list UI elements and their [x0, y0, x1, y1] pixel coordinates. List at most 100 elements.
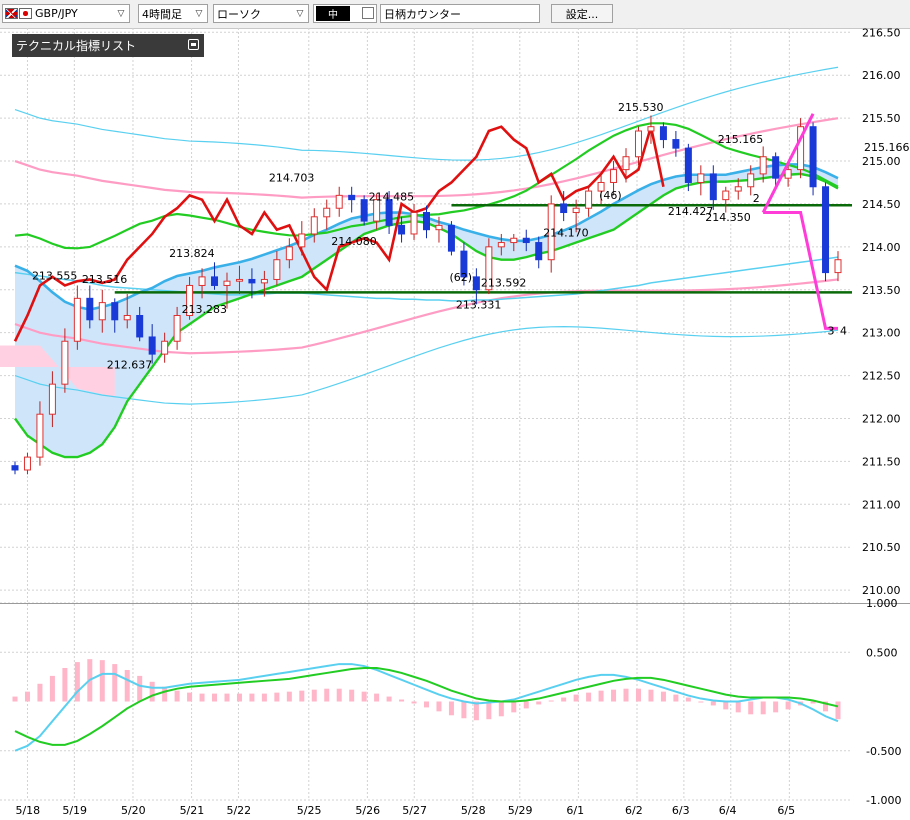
currency-pair-label: GBP/JPY [35, 7, 78, 20]
date-tick-label: 6/4 [719, 804, 737, 817]
bear-candle [822, 186, 830, 274]
bollinger-lower-outer [14, 326, 839, 405]
date-tick-label: 5/18 [15, 804, 40, 817]
bull-candle [323, 207, 331, 218]
macd-histogram-bar [162, 686, 168, 702]
price-tick-label: 212.50 [862, 370, 901, 383]
macd-histogram-bar [561, 697, 567, 702]
macd-histogram-bar [361, 691, 367, 702]
macd-histogram-bar [773, 701, 779, 713]
macd-histogram-bar [760, 701, 766, 715]
price-label: 214.485 [369, 191, 415, 204]
count-label: 4 [840, 324, 847, 337]
price-tick-label: 213.50 [862, 284, 901, 297]
price-tick-label: 210.00 [862, 584, 901, 597]
oscillator-tick-label: -1.000 [866, 794, 901, 807]
technical-indicator-title: テクニカル指標リスト [16, 39, 137, 53]
uk-flag-icon [5, 8, 18, 19]
macd-histogram-bar [586, 692, 592, 702]
bull-candle [834, 259, 842, 274]
ichimoku-cloud-red [0, 345, 115, 398]
day-counter-field[interactable]: 日柄カウンター [380, 4, 540, 23]
macd-histogram-bar [12, 696, 18, 702]
macd-histogram-bar [24, 691, 30, 702]
japan-flag-icon [19, 8, 32, 19]
bear-candle [560, 203, 568, 214]
bull-candle [797, 126, 805, 171]
macd-histogram-bar [448, 701, 454, 716]
price-tick-label: 211.00 [862, 498, 901, 511]
counter-checkbox[interactable] [362, 7, 374, 19]
bull-candle [48, 383, 56, 415]
signal-line [14, 667, 839, 746]
oscillator-pane [12, 659, 841, 752]
price-tick-label: 216.50 [862, 28, 901, 39]
macd-histogram-bar [112, 664, 118, 702]
bull-candle [36, 413, 44, 458]
price-label: 214.170 [543, 227, 589, 240]
macd-histogram-bar [386, 696, 392, 702]
bull-candle [23, 456, 31, 471]
count-label: 3 [828, 324, 835, 337]
oscillator-tick-label: 1.000 [866, 597, 898, 610]
bull-candle [98, 302, 106, 321]
count-label: (62) [449, 271, 472, 284]
macd-histogram-bar [74, 662, 80, 702]
lagging-span-line [13, 125, 665, 342]
chevron-down-icon[interactable]: ▽ [296, 8, 304, 19]
bull-candle [223, 280, 231, 286]
bear-candle [136, 315, 144, 338]
period-select[interactable]: 4時間足 ▽ [138, 4, 208, 23]
color-label: 中 [328, 10, 338, 21]
bear-candle [111, 302, 119, 321]
chevron-down-icon[interactable]: ▽ [117, 8, 125, 19]
price-axis: 210.00 210.50 211.00 211.50 212.00 212.50 213.… [862, 28, 910, 807]
bull-candle [497, 242, 505, 248]
macd-histogram-bar [49, 675, 55, 702]
macd-histogram-bar [299, 690, 305, 702]
macd-histogram-bar [374, 693, 380, 702]
settings-button[interactable]: 設定... [551, 4, 613, 23]
price-label: 213.331 [456, 299, 502, 312]
macd-histogram-bar [311, 689, 317, 702]
macd-histogram-bar [212, 693, 218, 702]
macd-histogram-bar [336, 688, 342, 702]
macd-histogram-bar [286, 691, 292, 702]
currency-pair-select[interactable]: GBP/JPY ▽ [2, 4, 130, 23]
date-tick-label: 5/26 [355, 804, 380, 817]
wave-annotation-down [763, 211, 838, 330]
macd-histogram-bar [137, 675, 143, 702]
technical-indicator-panel[interactable]: テクニカル指標リスト [12, 34, 204, 57]
date-tick-label: 5/25 [297, 804, 322, 817]
macd-histogram-bar [511, 701, 517, 713]
date-tick-label: 6/3 [672, 804, 690, 817]
chart-area[interactable]: 213.555 213.516 212.637 213.824 213.283 214.7… [0, 28, 910, 820]
macd-histogram-bar [611, 689, 617, 702]
minimize-icon[interactable] [188, 39, 199, 50]
macd-histogram-bar [648, 689, 654, 702]
macd-histogram-bar [835, 701, 841, 720]
bear-candle [148, 336, 156, 355]
price-tick-label: 215.00 [862, 155, 901, 168]
macd-histogram-bar [660, 691, 666, 702]
bull-candle [622, 156, 630, 171]
settings-label: 設定... [565, 7, 599, 21]
chevron-down-icon[interactable]: ▽ [195, 8, 203, 19]
macd-histogram-bar [436, 701, 442, 712]
price-tick-label: 213.00 [862, 327, 901, 340]
bull-candle [73, 297, 81, 342]
macd-histogram-bar [399, 699, 405, 702]
bear-candle [211, 276, 219, 286]
macd-histogram-bar [698, 701, 704, 703]
chart-type-select[interactable]: ローソク ▽ [213, 4, 309, 23]
macd-line [14, 663, 839, 752]
bull-candle [610, 169, 618, 183]
bull-candle [260, 278, 268, 284]
macd-histogram-bar [673, 694, 679, 702]
day-counter-label: 日柄カウンター [384, 7, 461, 21]
bear-candle [535, 242, 543, 261]
date-tick-label: 6/1 [566, 804, 584, 817]
macd-histogram-bar [224, 693, 230, 702]
bear-candle [684, 147, 692, 183]
bull-candle [186, 284, 194, 316]
